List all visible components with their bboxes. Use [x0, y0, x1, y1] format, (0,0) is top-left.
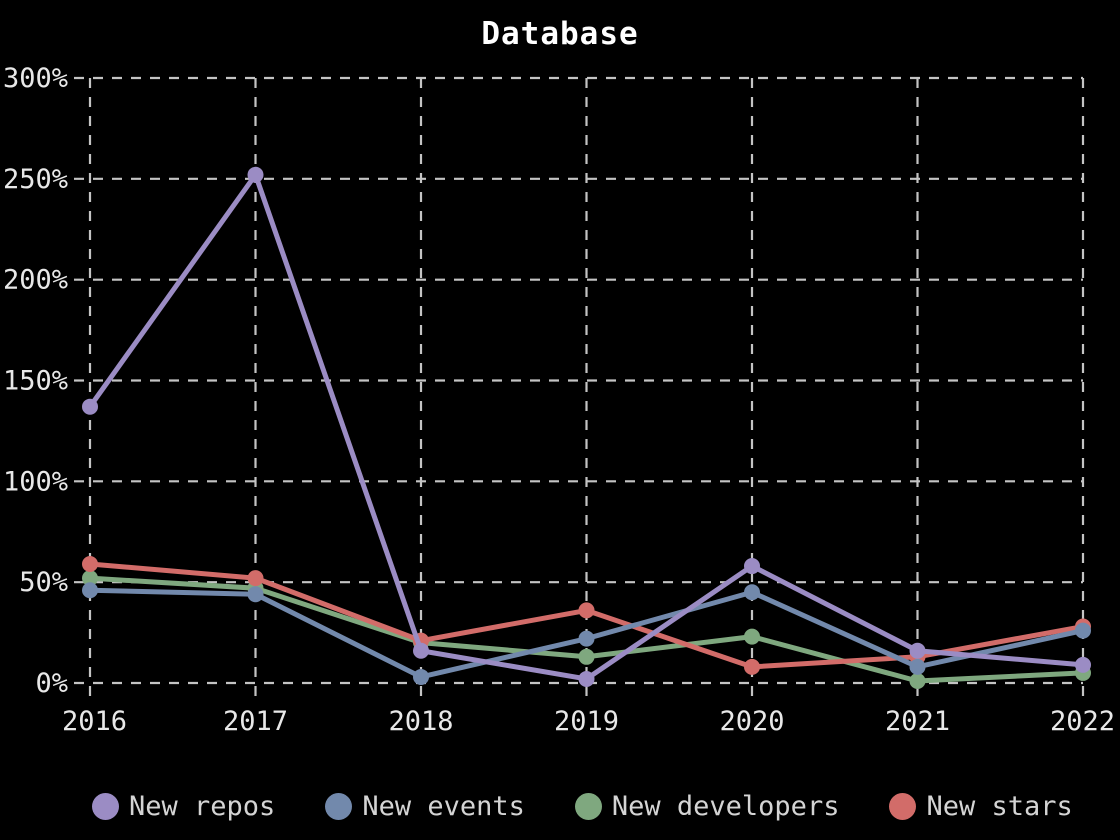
- legend-label-new-repos: New repos: [129, 790, 276, 822]
- legend-label-new-events: New events: [362, 790, 525, 822]
- x-tick-label: 2020: [719, 706, 784, 737]
- new-stars-dot-icon: [889, 792, 917, 820]
- x-tick-label: 2019: [554, 706, 619, 737]
- data-point-new-events-2021: [909, 658, 926, 675]
- data-point-new-repos-2018: [413, 642, 429, 659]
- new-repos-dot-icon: [92, 792, 119, 820]
- data-point-new-developers-2019: [578, 648, 595, 665]
- legend-item-new-stars: New stars: [889, 790, 1073, 822]
- data-point-new-events-2022: [1075, 622, 1091, 639]
- data-point-new-events-2017: [247, 586, 264, 603]
- y-tick-label: 100%: [3, 466, 68, 497]
- data-point-new-repos-2019: [578, 670, 595, 687]
- data-point-new-developers-2016: [82, 570, 98, 587]
- plot-area: 0% 50% 100% 150% 200% 250% 300% 2016 2017 2018 201…: [3, 63, 1115, 737]
- y-tick-label: 250%: [3, 164, 68, 195]
- data-point-new-developers-2021: [909, 672, 926, 689]
- data-point-new-stars-2016: [82, 556, 98, 573]
- data-point-new-stars-2020: [744, 658, 760, 675]
- legend-item-new-developers: New developers: [574, 790, 840, 822]
- data-point-new-developers-2020: [744, 628, 760, 645]
- legend-item-new-repos: New repos: [92, 791, 275, 822]
- legend-item-new-events: New events: [325, 791, 525, 822]
- data-point-new-events-2018: [413, 668, 429, 685]
- y-tick-label: 0%: [35, 668, 68, 699]
- x-tick-label: 2017: [223, 706, 288, 737]
- y-tick-label: 300%: [3, 63, 68, 94]
- data-point-new-stars-2019: [578, 602, 595, 619]
- data-point-new-events-2019: [578, 630, 595, 647]
- x-tick-label: 2022: [1050, 706, 1115, 737]
- chart-title: Database: [481, 16, 639, 52]
- new-developers-dot-icon: [574, 792, 602, 820]
- new-events-dot-icon: [325, 792, 353, 820]
- legend-label-new-developers: New developers: [611, 790, 840, 822]
- x-tick-label: 2018: [388, 706, 453, 737]
- x-tick-label: 2016: [62, 706, 127, 737]
- data-point-new-events-2020: [744, 584, 760, 601]
- data-point-new-stars-2017: [247, 570, 264, 587]
- data-point-new-repos-2016: [82, 398, 98, 415]
- data-point-new-repos-2017: [247, 166, 264, 183]
- legend: New repos New events New developers New …: [92, 780, 1102, 832]
- legend-label-new-stars: New stars: [926, 790, 1073, 822]
- data-point-new-repos-2022: [1075, 656, 1091, 673]
- x-tick-label: 2021: [885, 706, 950, 737]
- data-point-new-repos-2020: [744, 558, 760, 575]
- data-point-new-events-2016: [82, 582, 98, 599]
- y-tick-label: 200%: [3, 265, 68, 296]
- data-point-new-repos-2021: [909, 642, 926, 659]
- y-tick-label: 50%: [19, 567, 68, 598]
- y-tick-label: 150%: [3, 366, 68, 397]
